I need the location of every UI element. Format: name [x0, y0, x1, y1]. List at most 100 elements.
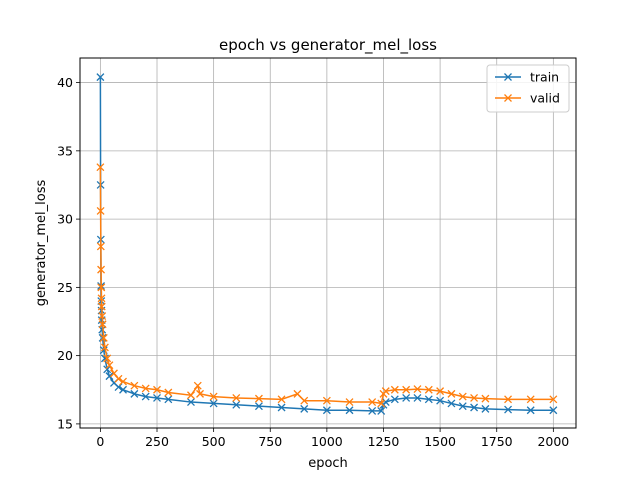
data-point-valid [96, 163, 105, 172]
chart-title: epoch vs generator_mel_loss [219, 36, 437, 55]
data-point-valid [232, 394, 241, 402]
data-point-train [96, 73, 105, 82]
x-tick-label: 1750 [481, 434, 513, 449]
y-tick-label: 35 [57, 143, 73, 158]
data-point-valid [130, 381, 139, 390]
data-point-train [504, 405, 513, 414]
data-point-valid [114, 374, 123, 383]
x-tick-label: 1000 [311, 434, 343, 449]
data-point-train [458, 402, 467, 411]
data-point-valid [98, 312, 107, 321]
series-valid [96, 163, 558, 408]
data-point-valid [377, 399, 386, 408]
data-point-valid [100, 343, 109, 352]
data-point-train [164, 395, 173, 404]
data-point-valid [368, 398, 377, 407]
x-tick-label: 750 [258, 434, 282, 449]
data-point-valid [436, 387, 445, 396]
y-tick-label: 15 [57, 416, 73, 431]
legend-label-train: train [530, 70, 559, 85]
data-point-valid [141, 384, 150, 393]
data-point-valid [103, 354, 112, 363]
data-point-train [436, 396, 445, 405]
data-point-valid [345, 398, 354, 407]
data-point-valid [164, 388, 173, 397]
data-point-valid [381, 387, 390, 396]
data-point-valid [277, 395, 286, 404]
data-point-valid [209, 392, 218, 401]
x-tick-label: 1500 [424, 434, 456, 449]
data-point-train [381, 398, 390, 407]
data-point-valid [402, 385, 411, 394]
x-tick-label: 250 [145, 434, 169, 449]
data-point-train [277, 403, 286, 412]
data-point-valid [96, 242, 105, 251]
plot-frame [79, 57, 577, 429]
data-point-valid [413, 385, 422, 394]
x-tick-label: 2000 [537, 434, 569, 449]
data-point-valid [97, 265, 106, 274]
data-point-train [368, 406, 377, 415]
data-point-train [322, 406, 331, 415]
data-point-train [402, 394, 411, 402]
data-point-valid [526, 395, 535, 404]
data-point-valid [187, 391, 195, 400]
data-point-train [345, 406, 354, 415]
data-point-valid [254, 394, 263, 403]
data-point-train [549, 406, 558, 415]
data-point-valid [424, 385, 433, 394]
data-point-valid [196, 389, 204, 398]
data-point-valid [97, 283, 106, 292]
series-line-train [99, 77, 554, 412]
data-point-train [209, 399, 218, 408]
data-point-train [424, 395, 433, 404]
data-point-train [232, 400, 241, 409]
data-point-train [413, 394, 422, 402]
data-point-train [481, 404, 490, 413]
data-point-train [254, 402, 263, 411]
data-point-train [300, 404, 309, 413]
x-tick-label: 0 [96, 434, 104, 449]
data-point-train [103, 365, 112, 374]
y-tick-label: 25 [57, 280, 73, 295]
legend: train valid [486, 64, 570, 113]
data-point-valid [105, 361, 114, 370]
data-point-valid [390, 385, 399, 394]
data-point-train [447, 399, 456, 408]
data-point-valid [447, 389, 456, 398]
axis-ticks: 0 250 500 750 1000 1250 1500 1750 2000 15 20 25 30 35… [57, 75, 569, 449]
y-tick-label: 40 [57, 75, 73, 90]
data-point-valid [153, 385, 161, 394]
data-point-valid [98, 320, 107, 329]
data-point-valid [96, 206, 105, 215]
data-point-valid [110, 369, 118, 378]
data-point-valid [193, 381, 202, 390]
data-point-train [130, 389, 139, 398]
data-point-valid [470, 394, 479, 402]
data-point-valid [97, 294, 106, 303]
data-point-valid [300, 396, 309, 405]
data-point-valid [97, 302, 106, 311]
data-point-train [390, 395, 399, 404]
data-point-valid [322, 396, 331, 405]
data-point-valid [458, 392, 467, 401]
y-tick-label: 20 [57, 348, 73, 363]
y-tick-label: 30 [57, 212, 73, 227]
data-point-valid [504, 395, 513, 404]
data-point-train [98, 333, 107, 342]
legend-marker-valid [504, 94, 512, 102]
x-tick-label: 500 [202, 434, 226, 449]
data-point-train [377, 406, 386, 415]
data-point-train [105, 372, 114, 381]
x-axis-label: epoch [308, 456, 348, 471]
grid [80, 58, 576, 428]
data-point-valid [481, 394, 490, 403]
series-layer [96, 73, 558, 415]
data-point-train [153, 394, 161, 402]
data-point-train [141, 392, 150, 401]
data-point-train [470, 403, 479, 412]
data-point-valid [119, 377, 127, 386]
data-point-train [526, 406, 535, 415]
data-point-train [114, 383, 123, 392]
